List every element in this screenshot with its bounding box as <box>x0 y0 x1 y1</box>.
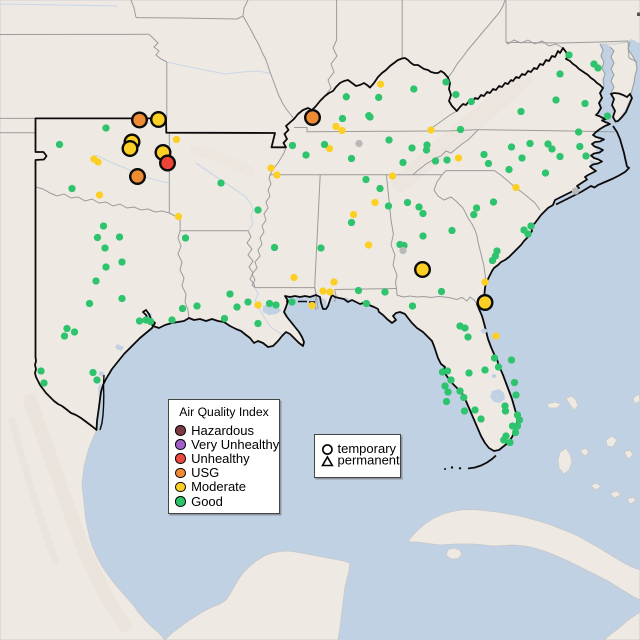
svg-text:permanent: permanent <box>338 453 401 468</box>
svg-text:temporary: temporary <box>338 441 397 456</box>
